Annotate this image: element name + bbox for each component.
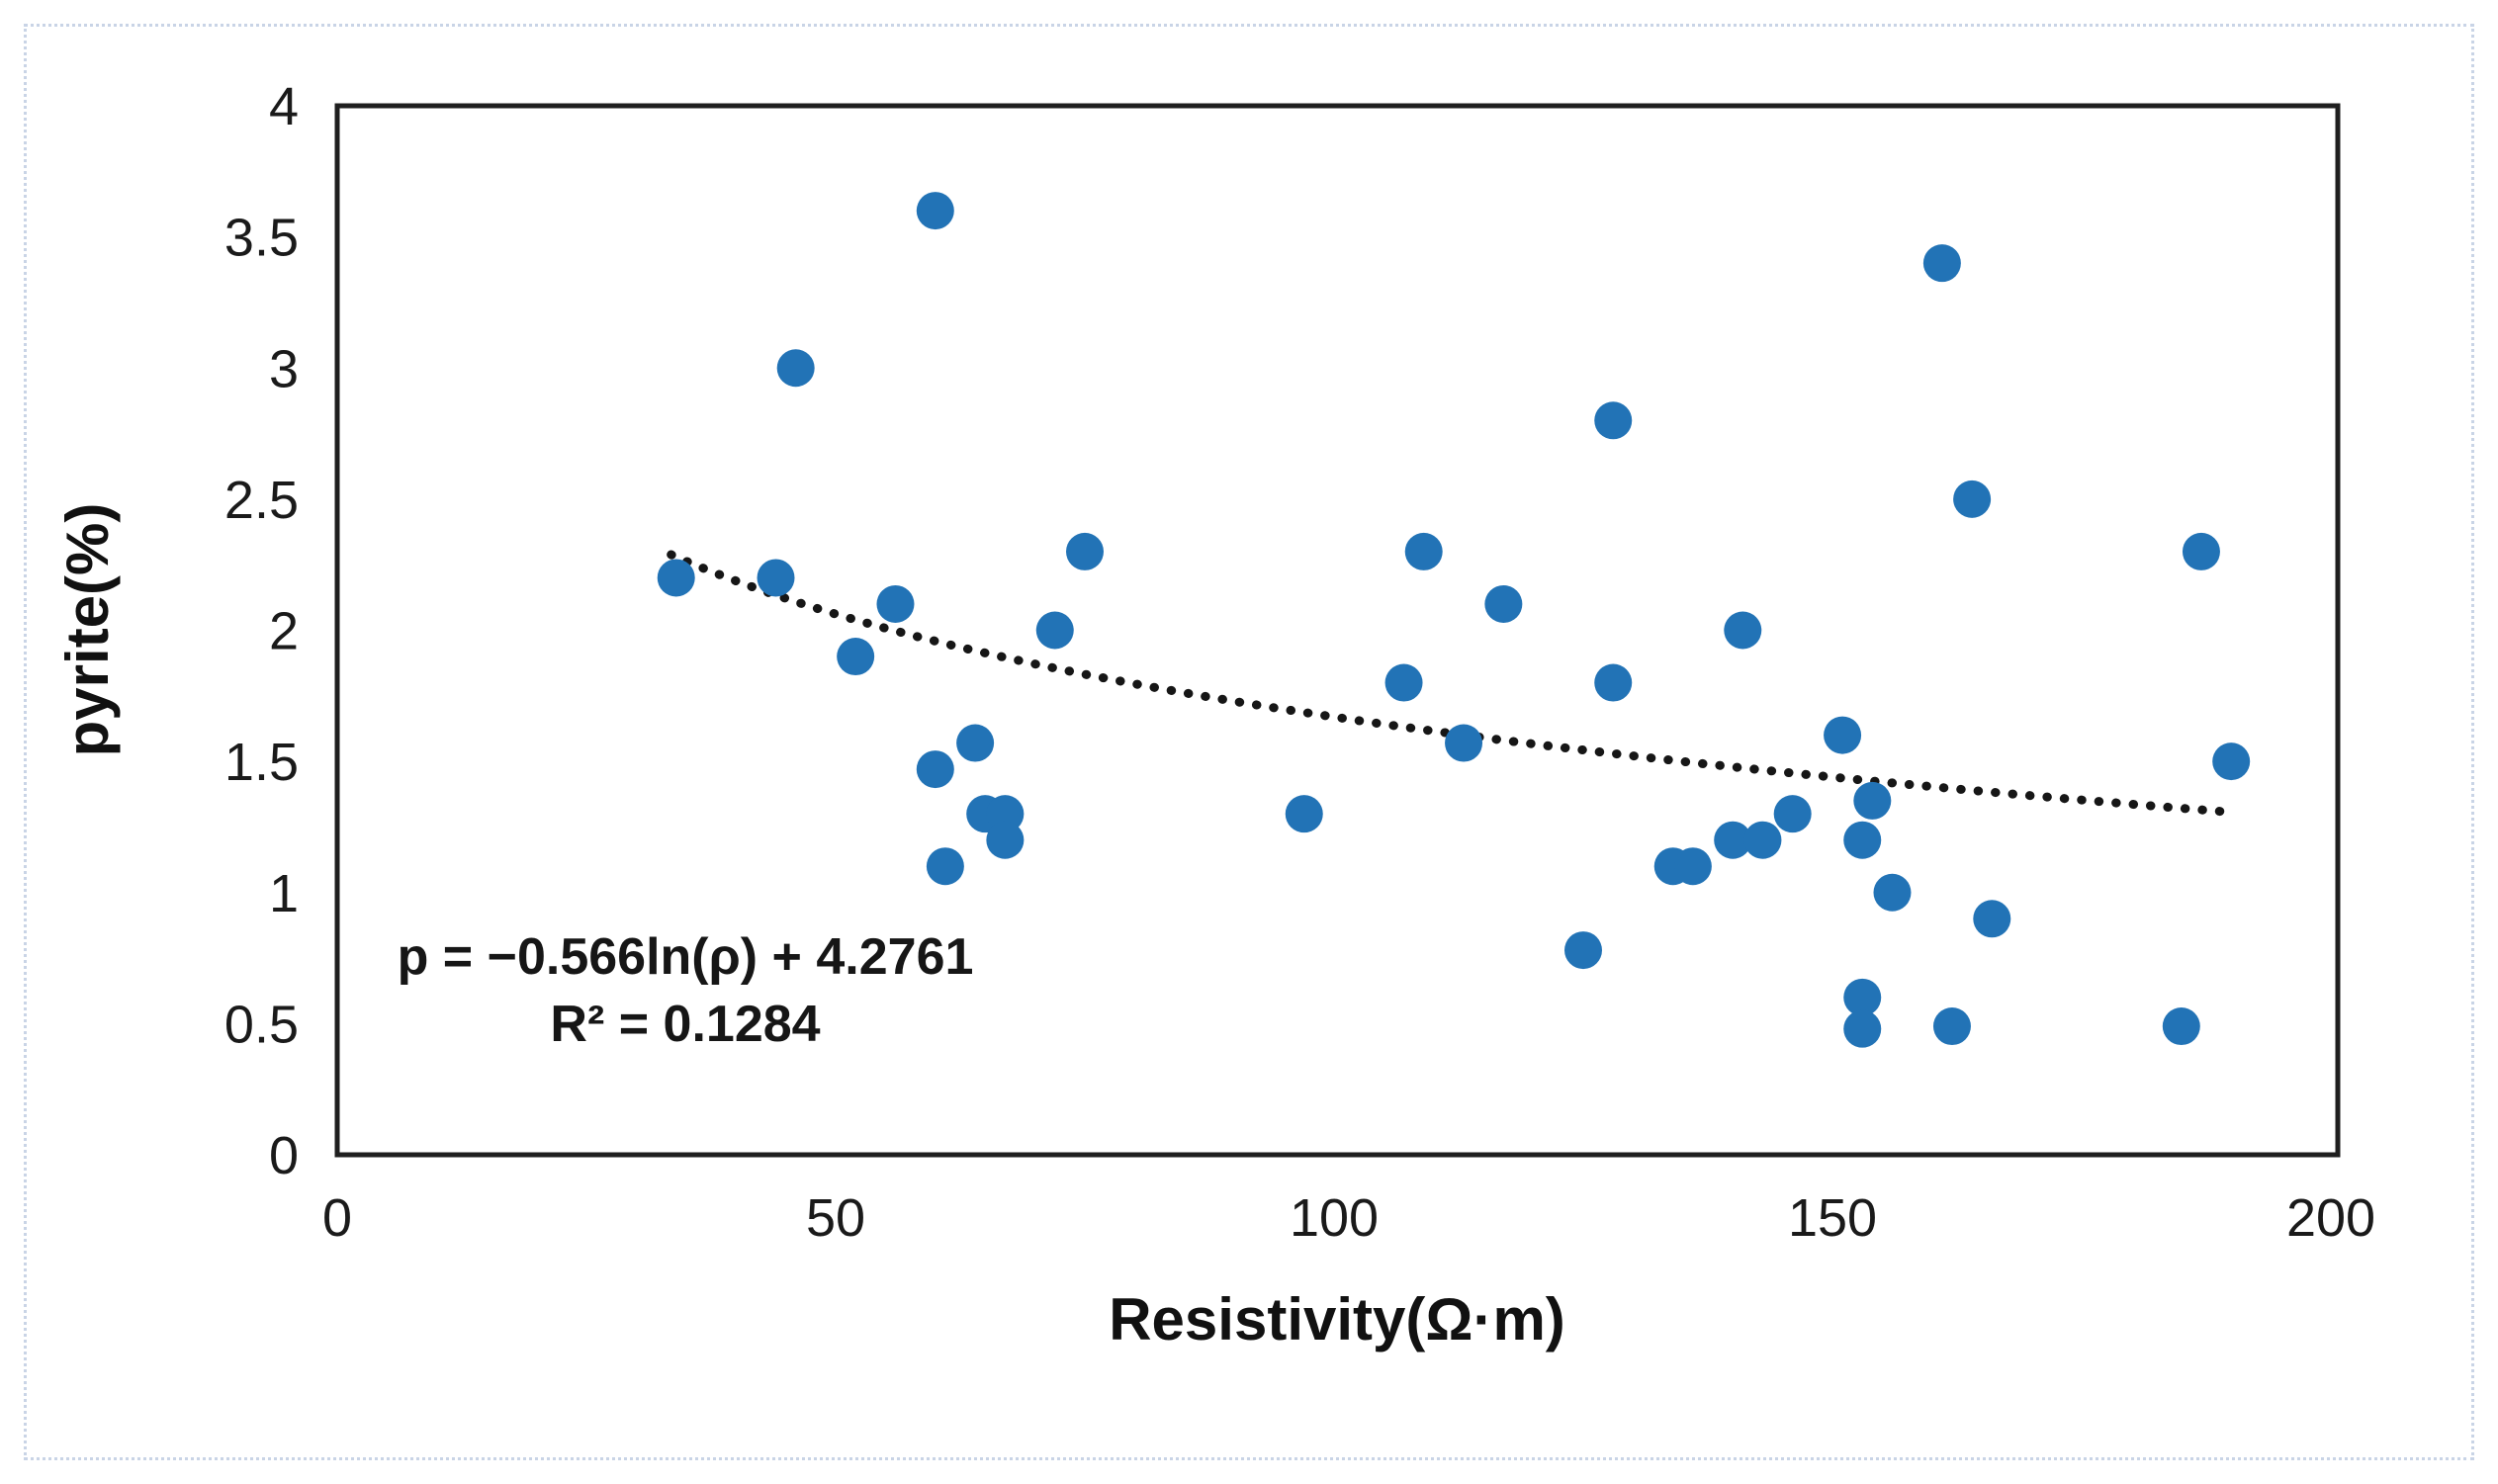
data-point — [986, 821, 1025, 859]
data-point — [1384, 663, 1423, 702]
data-point — [1594, 401, 1633, 440]
data-point — [1673, 847, 1712, 886]
data-point — [2162, 1007, 2200, 1046]
data-point — [876, 584, 915, 623]
y-tick-label: 0 — [269, 1126, 299, 1185]
data-point — [1066, 532, 1104, 570]
y-tick-label: 3.5 — [224, 209, 299, 268]
data-point — [757, 559, 795, 597]
y-tick-label: 1 — [269, 864, 299, 923]
plot-area-border — [334, 103, 2341, 1158]
data-point — [1773, 795, 1812, 833]
data-point — [776, 349, 815, 388]
trendline-annotation: p = −0.566ln(ρ) + 4.2761 R² = 0.1284 — [398, 924, 974, 1058]
data-point — [1714, 821, 1752, 859]
data-point — [986, 795, 1025, 833]
y-tick-label: 4 — [269, 77, 299, 136]
data-point — [1743, 821, 1782, 859]
data-point — [916, 750, 954, 789]
x-tick-label: 150 — [1788, 1188, 1877, 1248]
data-point — [1922, 244, 1961, 283]
data-point — [926, 847, 964, 886]
x-tick-label: 200 — [2286, 1188, 2375, 1248]
data-point — [1285, 795, 1323, 833]
data-point — [1843, 978, 1882, 1016]
data-point — [1843, 821, 1882, 859]
trendline-equation: p = −0.566ln(ρ) + 4.2761 — [397, 928, 974, 986]
data-point — [2182, 532, 2220, 570]
trendline-r-squared: R² = 0.1284 — [550, 995, 821, 1053]
x-tick-label: 50 — [806, 1188, 865, 1248]
x-axis-title: Resistivity(Ω·m) — [1109, 1286, 1565, 1353]
data-point — [1594, 663, 1633, 702]
data-point — [1035, 611, 1074, 650]
data-point — [956, 724, 995, 762]
data-point — [1824, 716, 1862, 754]
data-point — [1484, 584, 1523, 623]
data-point — [1843, 1009, 1882, 1048]
data-point — [1953, 480, 1992, 518]
data-point — [657, 559, 695, 597]
x-tick-label: 0 — [322, 1188, 352, 1248]
x-tick-label: 100 — [1290, 1188, 1379, 1248]
data-point — [1724, 611, 1762, 650]
y-tick-label: 2 — [269, 602, 299, 661]
data-point — [916, 192, 954, 230]
data-point — [1445, 724, 1483, 762]
data-point — [1853, 781, 1892, 820]
y-tick-label: 3 — [269, 339, 299, 398]
data-point — [2212, 742, 2251, 781]
data-point — [837, 638, 875, 676]
data-point — [1404, 532, 1443, 570]
data-point — [1564, 931, 1602, 970]
y-tick-label: 1.5 — [224, 733, 299, 792]
y-tick-label: 2.5 — [224, 471, 299, 530]
data-point — [1873, 873, 1912, 912]
y-tick-label: 0.5 — [224, 995, 299, 1054]
data-point — [1932, 1007, 1971, 1046]
data-point — [1973, 900, 2011, 938]
